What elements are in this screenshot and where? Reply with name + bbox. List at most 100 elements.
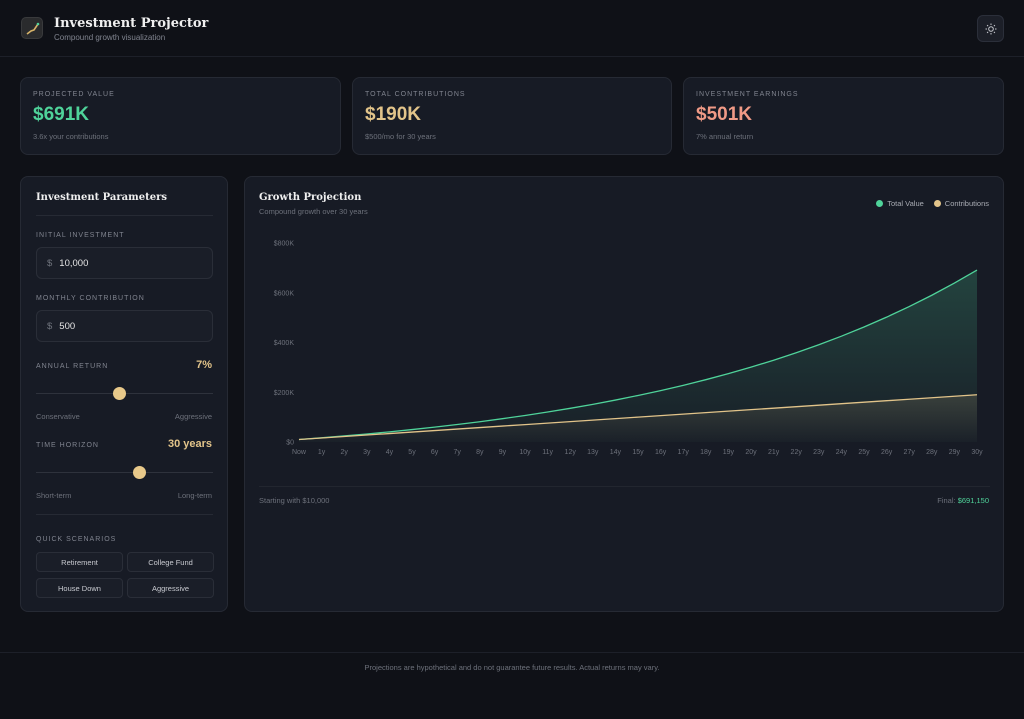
monthly-contribution-label: MONTHLY CONTRIBUTION bbox=[36, 295, 145, 302]
final-label: Final: bbox=[937, 496, 958, 505]
disclaimer-footer: Projections are hypothetical and do not … bbox=[0, 652, 1024, 719]
card-sub: 3.6x your contributions bbox=[33, 132, 109, 141]
input-value: 10,000 bbox=[59, 257, 89, 269]
slider-min-label: Short-term bbox=[36, 491, 72, 500]
currency-symbol: $ bbox=[47, 257, 53, 269]
x-tick-label: Now bbox=[292, 449, 307, 456]
y-tick-label: $200K bbox=[274, 390, 295, 397]
scenario-retirement-button[interactable]: Retirement bbox=[36, 552, 123, 572]
legend-item-contributions: Contributions bbox=[933, 199, 989, 208]
card-label: TOTAL CONTRIBUTIONS bbox=[365, 91, 466, 98]
card-sub: 7% annual return bbox=[696, 132, 754, 141]
x-tick-label: 20y bbox=[745, 449, 757, 456]
slider-thumb[interactable] bbox=[113, 387, 127, 400]
monthly-contribution-input[interactable]: $500 bbox=[36, 310, 213, 342]
x-tick-label: 10y bbox=[519, 449, 531, 456]
chart-title: Growth Projection bbox=[259, 192, 362, 203]
sun-icon bbox=[985, 23, 996, 34]
y-tick-label: $800K bbox=[274, 241, 295, 248]
divider bbox=[36, 215, 213, 216]
final-value: $691,150 bbox=[957, 496, 989, 505]
divider bbox=[36, 514, 213, 515]
x-tick-label: 21y bbox=[768, 449, 780, 456]
annual-return-value: 7% bbox=[196, 359, 212, 371]
scenario-college-fund-button[interactable]: College Fund bbox=[127, 552, 214, 572]
total-contributions-card: TOTAL CONTRIBUTIONS $190K $500/mo for 30… bbox=[352, 77, 672, 155]
card-label: PROJECTED VALUE bbox=[33, 91, 115, 98]
x-tick-label: 16y bbox=[655, 449, 667, 456]
scenario-house-down-button[interactable]: House Down bbox=[36, 578, 123, 598]
x-tick-label: 8y bbox=[476, 449, 484, 456]
slider-thumb[interactable] bbox=[132, 466, 146, 479]
card-sub: $500/mo for 30 years bbox=[365, 132, 436, 141]
x-tick-label: 28y bbox=[926, 449, 938, 456]
x-tick-label: 2y bbox=[340, 449, 348, 456]
x-tick-label: 26y bbox=[881, 449, 893, 456]
x-tick-label: 17y bbox=[678, 449, 690, 456]
x-tick-label: 7y bbox=[453, 449, 461, 456]
chart-trend-icon bbox=[21, 17, 43, 39]
chart-legend: Total Value Contributions bbox=[876, 199, 989, 208]
x-tick-label: 23y bbox=[813, 449, 825, 456]
x-tick-label: 22y bbox=[791, 449, 803, 456]
input-value: 500 bbox=[59, 320, 76, 332]
slider-max-label: Aggressive bbox=[174, 412, 212, 421]
x-tick-label: 4y bbox=[386, 449, 394, 456]
x-tick-label: 30y bbox=[971, 449, 983, 456]
card-value: $190K bbox=[365, 104, 421, 125]
parameters-panel: Investment Parameters INITIAL INVESTMENT… bbox=[20, 176, 228, 612]
card-label: INVESTMENT EARNINGS bbox=[696, 91, 799, 98]
y-tick-label: $600K bbox=[274, 290, 295, 297]
scenario-aggressive-button[interactable]: Aggressive bbox=[127, 578, 214, 598]
legend-label: Contributions bbox=[944, 199, 989, 208]
annual-return-label: ANNUAL RETURN bbox=[36, 363, 109, 370]
app-subtitle: Compound growth visualization bbox=[54, 33, 166, 42]
initial-investment-input[interactable]: $10,000 bbox=[36, 247, 213, 279]
slider-min-label: Conservative bbox=[36, 412, 80, 421]
theme-toggle-button[interactable] bbox=[977, 15, 1004, 42]
time-horizon-label: TIME HORIZON bbox=[36, 442, 99, 449]
legend-swatch bbox=[933, 200, 941, 207]
x-tick-label: 13y bbox=[587, 449, 599, 456]
x-tick-label: 15y bbox=[632, 449, 644, 456]
x-tick-label: 29y bbox=[949, 449, 961, 456]
legend-swatch bbox=[876, 200, 884, 207]
x-tick-label: 25y bbox=[858, 449, 870, 456]
chart-final-note: Final: $691,150 bbox=[937, 496, 989, 505]
initial-investment-label: INITIAL INVESTMENT bbox=[36, 232, 125, 239]
chart-panel: Growth Projection Compound growth over 3… bbox=[244, 176, 1004, 612]
y-tick-label: $400K bbox=[274, 340, 295, 347]
quick-scenarios-label: QUICK SCENARIOS bbox=[36, 536, 117, 543]
app-title: Investment Projector bbox=[54, 16, 209, 31]
currency-symbol: $ bbox=[47, 320, 53, 332]
x-tick-label: 5y bbox=[408, 449, 416, 456]
annual-return-slider[interactable] bbox=[36, 387, 213, 400]
slider-max-label: Long-term bbox=[177, 491, 212, 500]
x-tick-label: 1y bbox=[318, 449, 326, 456]
x-tick-label: 9y bbox=[499, 449, 507, 456]
area-total-value bbox=[299, 270, 977, 442]
projected-value-card: PROJECTED VALUE $691K 3.6x your contribu… bbox=[20, 77, 341, 155]
x-tick-label: 3y bbox=[363, 449, 371, 456]
chart-subtitle: Compound growth over 30 years bbox=[259, 207, 368, 216]
x-tick-label: 19y bbox=[723, 449, 735, 456]
y-tick-label: $0 bbox=[286, 440, 294, 447]
panel-title: Investment Parameters bbox=[36, 192, 167, 203]
divider bbox=[259, 486, 990, 487]
x-tick-label: 18y bbox=[700, 449, 712, 456]
growth-chart: $0 $200K $400K $600K $800K Now 1y 2y 3y 4y 5y 6y 7y 8… bbox=[274, 241, 983, 457]
card-value: $501K bbox=[696, 104, 752, 125]
x-tick-label: 6y bbox=[431, 449, 439, 456]
legend-item-total-value: Total Value bbox=[876, 199, 924, 208]
x-tick-label: 12y bbox=[565, 449, 577, 456]
x-tick-label: 24y bbox=[836, 449, 848, 456]
card-value: $691K bbox=[33, 104, 89, 125]
app-header: Investment Projector Compound growth vis… bbox=[0, 0, 1024, 57]
chart-start-note: Starting with $10,000 bbox=[259, 496, 330, 505]
x-tick-label: 27y bbox=[904, 449, 916, 456]
x-tick-label: 14y bbox=[610, 449, 622, 456]
x-tick-label: 11y bbox=[542, 449, 553, 456]
time-horizon-slider[interactable] bbox=[36, 466, 213, 479]
investment-earnings-card: INVESTMENT EARNINGS $501K 7% annual retu… bbox=[683, 77, 1004, 155]
time-horizon-value: 30 years bbox=[167, 438, 212, 450]
